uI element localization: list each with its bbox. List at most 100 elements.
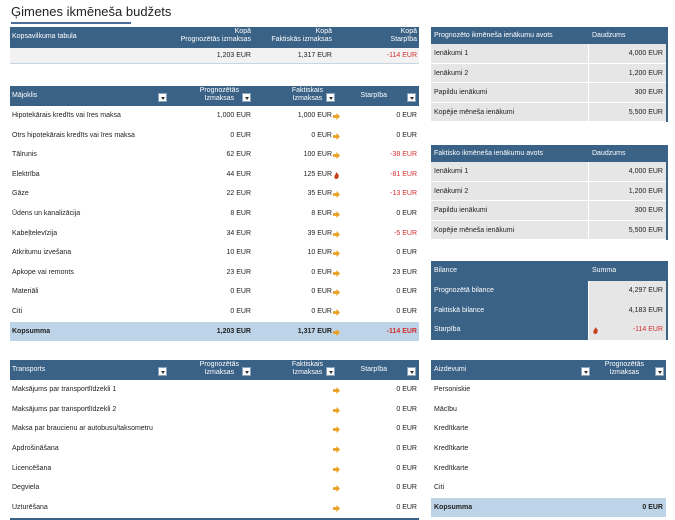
loans-col-forecast-line2: Izmaksas	[609, 369, 640, 376]
table-row: Ienākumi 1 4,000 EUR	[431, 162, 666, 182]
forecast-value: 0 EUR	[230, 307, 251, 315]
table-row: Citi 0 EUR 0 EUR 0 EUR	[10, 302, 419, 322]
right-arrow-icon	[333, 308, 340, 316]
row-label: Ienākumi 1	[434, 168, 469, 175]
housing-actual-filter-icon[interactable]	[326, 93, 335, 102]
row-label: Papildu ienākumi	[434, 89, 488, 96]
transport-header: Transports Prognozētās Izmaksas Faktiska…	[10, 360, 419, 380]
summary-col-forecast-line2: Prognozētās izmaksas	[180, 36, 251, 43]
forecast-income-header: Prognozēto ikmēneša ienākumu avots Daudz…	[431, 27, 666, 44]
transport-col-actual-line1: Faktiskais	[291, 361, 323, 368]
row-value-cell	[589, 220, 666, 239]
row-value: 1,200 EUR	[628, 69, 663, 77]
summary-values-row: 1,203 EUR 1,317 EUR -114 EUR	[10, 48, 419, 64]
forecast-income-table: Prognozēto ikmēneša ienākumu avots Daudz…	[431, 27, 668, 122]
title-underline	[11, 22, 131, 24]
actual-value: 125 EUR	[303, 170, 332, 178]
transport-col-label: Transports	[12, 366, 46, 373]
row-label-cell	[431, 320, 588, 340]
row-label: Personiskie	[434, 386, 471, 393]
total-label: Kopsumma	[12, 327, 51, 335]
row-value: 1,200 EUR	[628, 187, 663, 195]
diff-value: -81 EUR	[390, 170, 417, 178]
table-row: Ienākumi 2 1,200 EUR	[431, 63, 666, 84]
row-label: Papildu ienākumi	[434, 207, 488, 214]
transport-diff-filter-icon[interactable]	[407, 367, 416, 376]
right-arrow-icon	[333, 406, 340, 414]
housing-col-actual-line2: Izmaksas	[292, 95, 323, 102]
actual-income-table: Faktisko ikmēneša ienākumu avots Daudzum…	[431, 145, 668, 240]
row-label: Otrs hipotekārais kredīts vai īres maksa	[12, 131, 135, 139]
row-value-cell	[589, 201, 666, 220]
forecast-value: 0 EUR	[230, 288, 251, 296]
diff-value: 0 EUR	[396, 131, 417, 139]
row-label: Citi	[434, 484, 445, 492]
loans-label-filter-icon[interactable]	[581, 367, 590, 376]
row-label-cell	[431, 83, 588, 102]
forecast-income-col-amount: Daudzums	[592, 32, 626, 39]
row-value: 5,500 EUR	[628, 108, 663, 116]
row-label: Materiāli	[12, 288, 39, 296]
row-label: Ūdens un kanalizācija	[12, 209, 81, 217]
right-arrow-icon	[333, 230, 340, 238]
table-row: Ūdens un kanalizācija 8 EUR 8 EUR 0 EUR	[10, 204, 419, 224]
right-arrow-icon	[333, 485, 340, 493]
row-value-cell	[589, 44, 666, 63]
row-label-cell	[431, 63, 588, 82]
forecast-value: 10 EUR	[226, 249, 251, 257]
loans-header: Aizdevumi Prognozētās Izmaksas	[431, 360, 666, 380]
table-row: Ienākumi 1 4,000 EUR	[431, 44, 666, 64]
table-right-edge	[666, 145, 668, 240]
row-label: Maksājums par transportlīdzekli 2	[12, 405, 117, 413]
row-label: Prognozētā bilance	[434, 287, 494, 294]
housing-col-forecast-line2: Izmaksas	[204, 95, 235, 102]
table-row: Licencēšana 0 EUR	[10, 459, 419, 479]
transport-actual-filter-icon[interactable]	[326, 367, 335, 376]
forecast-value: 1,000 EUR	[216, 112, 251, 119]
forecast-value: 62 EUR	[226, 151, 251, 159]
actual-value: 10 EUR	[307, 249, 332, 257]
row-value: 4,000 EUR	[628, 168, 663, 175]
total-forecast: 1,203 EUR	[216, 327, 251, 335]
row-value: -114 EUR	[632, 326, 663, 333]
row-label: Kopējie mēneša ienākumi	[434, 226, 515, 234]
summary-col-label: Kopsavilkuma tabula	[12, 33, 77, 40]
forecast-value: 0 EUR	[230, 131, 251, 139]
row-value-cell	[589, 281, 666, 301]
transport-col-actual: Faktiskais Izmaksas	[292, 361, 323, 377]
row-label: Tālrunis	[12, 151, 37, 159]
table-row: Kredītkarte	[431, 459, 666, 479]
transport-label-filter-icon[interactable]	[158, 367, 167, 376]
housing-label-filter-icon[interactable]	[158, 93, 167, 102]
right-arrow-icon	[333, 328, 340, 336]
transport-col-forecast-line2: Izmaksas	[204, 369, 235, 376]
diff-value: -13 EUR	[390, 190, 417, 198]
loans-forecast-filter-icon[interactable]	[655, 367, 664, 376]
table-row: Papildu ienākumi 300 EUR	[431, 201, 666, 221]
actual-value: 35 EUR	[307, 190, 332, 198]
row-label: Kabeļtelevīzija	[12, 229, 58, 237]
table-row: Materiāli 0 EUR 0 EUR 0 EUR	[10, 282, 419, 302]
summary-forecast-value: 1,203 EUR	[216, 52, 251, 59]
diff-value: 0 EUR	[396, 405, 417, 413]
table-row: Atkritumu izvešana 10 EUR 10 EUR 0 EUR	[10, 243, 419, 263]
housing-diff-filter-icon[interactable]	[407, 93, 416, 102]
row-value: 4,297 EUR	[628, 287, 663, 294]
actual-value: 100 EUR	[303, 151, 332, 159]
transport-forecast-filter-icon[interactable]	[242, 367, 251, 376]
forecast-value: 23 EUR	[226, 268, 251, 276]
row-label: Elektrība	[12, 170, 40, 178]
page-title: Ģimenes ikmēneša budžets	[11, 4, 172, 19]
diff-value: 0 EUR	[396, 445, 417, 453]
total-diff: -114 EUR	[386, 327, 417, 335]
table-row: Ienākumi 2 1,200 EUR	[431, 181, 666, 202]
loans-col-forecast-line1: Prognozētās	[604, 361, 644, 368]
forecast-value: 44 EUR	[226, 170, 251, 178]
right-arrow-icon	[333, 210, 340, 218]
table-row: Otrs hipotekārais kredīts vai īres maksa…	[10, 126, 419, 146]
right-arrow-icon	[333, 289, 340, 297]
housing-forecast-filter-icon[interactable]	[242, 93, 251, 102]
summary-header: Kopsavilkuma tabula Kopā Prognozētās izm…	[10, 27, 419, 48]
transport-col-actual-line2: Izmaksas	[292, 369, 323, 376]
